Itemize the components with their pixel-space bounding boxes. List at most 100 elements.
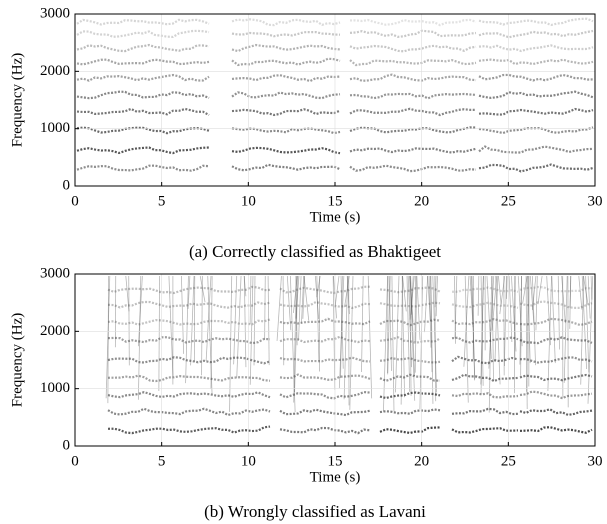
spectrogram-texture: [416, 275, 421, 340]
spectrogram-texture: [279, 300, 371, 310]
x-axis-label: Time (s): [310, 469, 361, 485]
spectrogram-texture: [76, 126, 210, 135]
spectrogram-texture: [243, 275, 247, 368]
spectrogram-texture: [137, 275, 143, 347]
spectrogram-texture: [231, 43, 341, 53]
spectrogram-texture: [349, 126, 477, 134]
spectrogram-texture: [414, 275, 418, 373]
spectrogram-texture: [301, 275, 305, 324]
spectrogram-texture: [229, 275, 233, 412]
spectrogram-texture: [233, 275, 238, 365]
spectrogram-texture: [76, 90, 210, 100]
spectrogram-texture: [76, 107, 210, 117]
spectrogram-texture: [451, 392, 519, 399]
spectrogram-texture: [231, 146, 341, 155]
spectrogram-texture: [303, 275, 310, 321]
spectrogram-texture: [478, 107, 594, 116]
spectrogram-texture: [409, 275, 414, 323]
spectrogram-texture: [535, 275, 538, 331]
spectrogram-texture: [361, 275, 364, 373]
spectrogram-texture: [451, 407, 519, 416]
x-tick-label: 0: [71, 453, 79, 469]
spectrogram-texture: [316, 275, 320, 361]
spectrogram-texture: [379, 408, 441, 415]
spectrogram-texture: [486, 275, 492, 359]
caption: (b) Wrongly classified as Lavani: [204, 502, 426, 521]
spectrogram-texture: [264, 275, 266, 340]
spectrogram-texture: [279, 426, 371, 435]
spectrogram-texture: [295, 275, 298, 346]
spectrogram-texture: [478, 73, 594, 82]
spectrogram-texture: [332, 275, 336, 390]
plot-frame: [74, 273, 596, 447]
spectrogram-texture: [557, 275, 560, 350]
spectrogram-texture: [279, 317, 371, 326]
spectrogram-texture: [428, 275, 432, 348]
spectrogram-texture: [185, 275, 189, 384]
spectrogram-texture: [451, 373, 519, 383]
x-tick-label: 20: [414, 453, 429, 469]
spectrogram-texture: [76, 164, 210, 172]
spectrogram-texture: [231, 57, 341, 67]
spectrogram-texture: [379, 301, 441, 308]
spectrogram-texture: [249, 275, 254, 385]
spectrogram-texture: [391, 275, 395, 412]
x-tick-label: 5: [158, 453, 166, 469]
spectrogram-texture: [298, 275, 302, 341]
spectrogram-texture: [383, 275, 389, 412]
spectrogram-texture: [379, 426, 441, 435]
spectrogram-texture: [488, 275, 495, 369]
spectrogram-texture: [231, 91, 341, 100]
y-tick-label: 0: [63, 177, 71, 193]
spectrogram-texture: [519, 336, 593, 345]
caption: (a) Correctly classified as Bhaktigeet: [189, 242, 441, 261]
spectrogram-texture: [107, 407, 271, 417]
spectrogram-texture: [279, 356, 371, 363]
spectrogram-texture: [451, 355, 519, 365]
spectrogram-texture: [407, 275, 413, 368]
spectrogram-texture: [587, 275, 591, 319]
plot-frame: [74, 13, 596, 187]
spectrogram-texture: [190, 275, 195, 366]
spectrogram-texture: [379, 318, 441, 327]
spectrogram-texture: [349, 147, 477, 154]
spectrogram-texture: [478, 17, 594, 27]
spectrogram-texture: [279, 335, 371, 344]
spectrogram-texture: [125, 275, 130, 312]
spectrogram-texture: [451, 336, 519, 344]
spectrogram-texture: [388, 275, 392, 371]
spectrogram-texture: [519, 390, 593, 400]
spectrogram-texture: [532, 275, 537, 310]
y-tick-label: 3000: [40, 265, 70, 281]
spectrogram-texture: [432, 275, 438, 393]
x-tick-label: 30: [588, 193, 603, 209]
spectrogram-texture: [295, 275, 300, 319]
spectrogram-texture: [76, 18, 210, 26]
panel: 0 1000 2000 3000 0 5 10 15 20 25 30 Time (s) Frequen…: [9, 5, 602, 260]
spectrogram-texture: [367, 275, 373, 399]
spectrogram-texture: [343, 275, 349, 400]
spectrogram-texture: [76, 146, 210, 155]
spectrogram-texture: [349, 73, 477, 82]
spectrogram-texture: [199, 275, 206, 303]
y-axis-label: Frequency (Hz): [9, 313, 25, 408]
spectrogram-texture: [478, 163, 594, 173]
x-tick-label: 5: [158, 193, 166, 209]
y-tick-label: 0: [63, 437, 71, 453]
spectrogram-texture: [349, 18, 477, 27]
spectrogram-texture: [480, 275, 484, 385]
spectrogram-texture: [400, 275, 403, 405]
spectrogram-texture: [279, 285, 371, 295]
spectrogram-texture: [424, 275, 429, 333]
spectrogram-texture: [526, 275, 529, 392]
spectrogram-texture: [499, 275, 506, 315]
spectrogram-texture: [547, 275, 552, 391]
spectrogram-texture: [580, 275, 585, 385]
spectrogram-texture: [561, 275, 566, 324]
spectrogram-texture: [107, 390, 271, 399]
spectrogram-texture: [402, 275, 407, 312]
spectrogram-texture: [451, 317, 519, 326]
spectrogram-texture: [491, 275, 494, 382]
spectrogram-texture: [231, 18, 341, 27]
spectrogram-texture: [253, 275, 256, 366]
